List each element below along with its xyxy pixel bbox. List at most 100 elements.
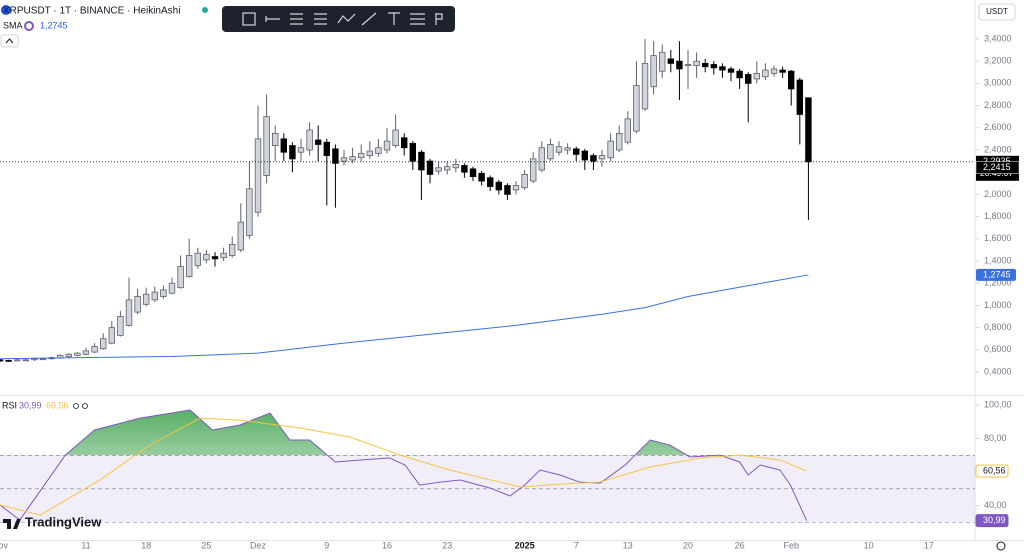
tool-flag[interactable] [435, 13, 443, 25]
candle-body [220, 252, 227, 259]
y-tick-label: 40,00 [984, 500, 1007, 510]
candle-body [315, 139, 322, 145]
candle-body [512, 185, 520, 191]
candle-body [538, 147, 546, 171]
sma-value: 1,2745 [40, 20, 68, 30]
candle-body [418, 151, 425, 171]
candle-body [521, 174, 528, 189]
rsi-value-box [975, 514, 1009, 528]
y-tick-label: 3,4000 [984, 33, 1012, 43]
rsi-legend-value: 60,56 [46, 400, 69, 410]
symbol-icon[interactable] [1, 5, 11, 15]
candle-body [289, 145, 296, 160]
currency-label[interactable]: USDT [986, 7, 1008, 16]
collapse-button[interactable] [0, 34, 19, 48]
overbought-fill [0, 410, 807, 456]
candle-body [444, 166, 451, 171]
y-tick-label: 1,8000 [984, 211, 1012, 221]
candle-body [31, 358, 38, 361]
x-tick-label: 26 [735, 540, 745, 550]
rsi-line [0, 417, 807, 516]
candle-body [762, 69, 769, 78]
y-tick-label: 2,4000 [984, 144, 1012, 154]
candle-body [581, 150, 589, 161]
candle-body [805, 97, 812, 163]
price-pane [0, 38, 975, 363]
candle-body [246, 188, 253, 236]
y-tick-label: 100,00 [984, 399, 1012, 409]
candle-body [349, 156, 356, 161]
candle-body [100, 338, 107, 350]
y-tick-label: 0,8000 [984, 322, 1012, 332]
legend-icon [82, 403, 88, 409]
candle-body [504, 185, 511, 195]
candle-body [796, 79, 804, 115]
candle-body [452, 164, 460, 169]
y-tick-label: 1,4000 [984, 255, 1012, 265]
candle-body [237, 221, 245, 251]
candle-body [770, 68, 778, 74]
candle-body [461, 165, 468, 173]
candle-body [151, 291, 159, 301]
y-tick-label: 0,6000 [984, 344, 1012, 354]
tool-measure[interactable] [410, 13, 425, 25]
candle-body [564, 147, 571, 151]
candle-body [263, 116, 270, 176]
settings-icon[interactable] [996, 541, 1006, 551]
candle-body [727, 68, 735, 73]
candle-body [487, 177, 494, 188]
x-tick-label: 11 [81, 540, 90, 550]
x-tick-label: 13 [623, 540, 633, 550]
candle-body [573, 148, 580, 155]
candle-body [702, 62, 709, 68]
x-tick-label: 23 [442, 540, 452, 550]
x-tick-label: 7 [574, 540, 579, 550]
last-price-box [975, 161, 1020, 174]
tool-fib[interactable] [290, 13, 303, 25]
candle-body [435, 167, 442, 172]
collapse-icon [5, 38, 14, 44]
y-tick-label: 1,2000 [984, 278, 1012, 288]
tool-line[interactable] [361, 12, 377, 26]
x-tick-label: 10 [864, 540, 874, 550]
logo-text[interactable]: TradingView [25, 514, 102, 529]
candle-body [650, 55, 657, 88]
candle-body [134, 296, 141, 313]
sma-name[interactable]: SMA [3, 20, 23, 30]
sma-price-label: 1,2745 [983, 269, 1011, 279]
candle-body [74, 352, 81, 356]
rsi-legend-title: RSI [2, 400, 17, 410]
candle-body [426, 160, 434, 175]
sma-icon[interactable] [24, 21, 34, 31]
candle-body [710, 64, 718, 69]
candle-body [590, 155, 597, 162]
candle-body [469, 168, 477, 178]
market-status [202, 7, 208, 13]
symbol-title[interactable]: XRPUSDT · 1T · BINANCE · HeikinAshi [3, 6, 180, 17]
candle-body [753, 72, 761, 80]
candle-body [272, 132, 279, 146]
candle-body [229, 243, 236, 256]
tool-text[interactable] [388, 12, 400, 25]
candle-body [684, 64, 692, 67]
candle-body [598, 155, 606, 160]
candle-body [495, 181, 503, 191]
y-tick-label: 3,2000 [984, 56, 1012, 66]
tool-ray[interactable] [265, 16, 280, 22]
x-tick-label: 9 [324, 540, 329, 550]
candle-body [676, 60, 683, 70]
candle-body [143, 293, 150, 305]
y-tick-label: 2,6000 [984, 122, 1012, 132]
tool-channel[interactable] [314, 13, 327, 25]
candle-body [779, 69, 786, 73]
candle-body [203, 253, 210, 261]
candle-body [39, 358, 47, 361]
tool-pattern[interactable] [337, 13, 356, 24]
currency-button[interactable] [978, 3, 1016, 21]
tool-rect[interactable] [242, 12, 256, 26]
candle-body [211, 256, 219, 260]
candle-body [478, 172, 485, 182]
y-tick-label: 2,0000 [984, 189, 1012, 199]
x-tick-label: 20 [683, 540, 693, 550]
